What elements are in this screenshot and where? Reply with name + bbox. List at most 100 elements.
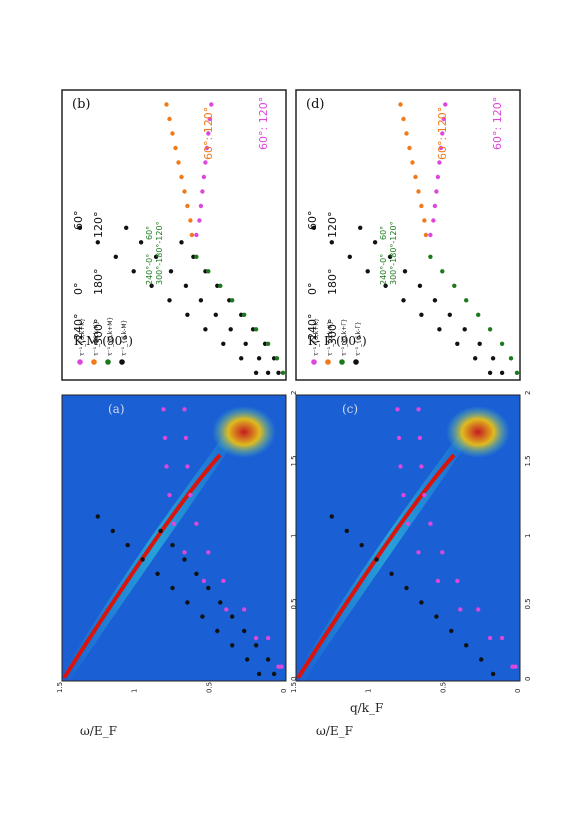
data-point-d-s0-9 bbox=[329, 240, 334, 245]
data-point-b-s0-6 bbox=[149, 283, 154, 288]
data-point-b-s0-8 bbox=[113, 254, 119, 259]
annotation-b-0: 240° bbox=[72, 314, 85, 341]
data-point-d-s4-4 bbox=[476, 312, 481, 317]
panel-b-annotations: 240°0°60°300°180°120°240°-0°60° 300°-180°… bbox=[72, 97, 270, 345]
annotation-b-7: 60° bbox=[145, 226, 154, 240]
data-point-a-s1-6 bbox=[206, 585, 211, 591]
data-point-d-s4-0 bbox=[514, 370, 520, 375]
data-point-a-s2-3 bbox=[201, 578, 207, 584]
data-point-c-s2-4 bbox=[440, 550, 445, 555]
legend-label-d-2: τ⁻¹_{d,k+Γ} bbox=[341, 318, 348, 356]
x-axis-label: q/k_F bbox=[350, 701, 383, 715]
data-point-d-s3-1 bbox=[431, 218, 436, 223]
data-point-d-s0-2 bbox=[455, 341, 460, 346]
data-point-d-s0-1 bbox=[473, 356, 478, 361]
panel-d-title: K- Γ (90°) bbox=[308, 334, 367, 348]
legend-label-b-0: τ⁻¹_{d,k+K} bbox=[79, 318, 86, 356]
x-tick-c-1: 0.5 bbox=[524, 598, 532, 609]
data-point-a-s0-5 bbox=[185, 600, 190, 605]
data-point-d-s2-4 bbox=[413, 174, 418, 180]
panel-c-heatmap-glow bbox=[446, 406, 510, 458]
data-point-d-s1-4 bbox=[447, 312, 452, 317]
data-point-d-s0-5 bbox=[401, 298, 406, 303]
data-point-b-s3-6 bbox=[173, 145, 178, 151]
x-tick-a-0: 0 bbox=[290, 677, 298, 681]
data-point-c-s2-8 bbox=[417, 435, 423, 441]
data-point-b-s4-7 bbox=[206, 131, 211, 136]
data-point-b-s0-9 bbox=[95, 240, 101, 245]
data-point-d-s1-2 bbox=[477, 341, 482, 346]
data-point-c-s0-3 bbox=[449, 628, 454, 634]
legend-marker-b-0 bbox=[77, 359, 83, 365]
data-point-a-s3-0 bbox=[279, 664, 284, 669]
panel-b-frame bbox=[61, 89, 287, 381]
data-point-a-s3-9 bbox=[182, 407, 187, 412]
data-point-d-s3-6 bbox=[438, 145, 444, 151]
y-tick-a-2: 1 bbox=[131, 689, 139, 693]
data-point-d-s0-8 bbox=[347, 254, 352, 259]
data-point-c-s2-7 bbox=[419, 464, 424, 469]
data-point-d-s3-0 bbox=[428, 232, 433, 238]
data-point-a-s2-4 bbox=[182, 550, 187, 555]
data-point-c-s0-1 bbox=[479, 657, 484, 662]
data-point-b-s1-7 bbox=[168, 269, 174, 274]
data-point-a-s1-0 bbox=[271, 671, 277, 677]
data-point-a-s0-3 bbox=[215, 628, 220, 634]
data-point-a-s1-7 bbox=[194, 571, 199, 576]
panel-c-peak-curve bbox=[296, 453, 456, 680]
data-point-b-s4-0 bbox=[194, 232, 199, 238]
annotation-d-2: 60° bbox=[306, 211, 319, 231]
data-point-c-s1-1 bbox=[487, 635, 493, 641]
data-point-b-s3-2 bbox=[185, 203, 190, 209]
data-point-a-s1-10 bbox=[158, 528, 163, 534]
data-point-b-s0-7 bbox=[131, 269, 136, 274]
annotation-b-3: 300° bbox=[92, 319, 105, 346]
annotation-d-8: 300°-180°-120° bbox=[389, 221, 398, 285]
data-point-a-s3-7 bbox=[185, 464, 190, 469]
data-point-b-s4-4 bbox=[201, 174, 207, 180]
data-point-d-s0-0 bbox=[487, 370, 493, 375]
data-point-a-s1-2 bbox=[253, 643, 259, 648]
x-tick-c-4: 2 bbox=[524, 391, 532, 395]
y-tick-a-1: 0.5 bbox=[205, 682, 213, 693]
data-point-a-s2-8 bbox=[162, 435, 168, 441]
annotation-b-6: 240°-0° bbox=[145, 254, 154, 285]
x-tick-a-4: 2 bbox=[290, 391, 298, 395]
data-point-c-s1-6 bbox=[401, 492, 406, 498]
data-point-b-s0-1 bbox=[239, 356, 244, 361]
data-point-d-s3-7 bbox=[440, 131, 445, 136]
data-point-c-s1-9 bbox=[395, 407, 400, 412]
data-point-b-s5-8 bbox=[194, 254, 199, 259]
data-point-d-s4-8 bbox=[428, 254, 433, 259]
y-axis-label-a: ω/E_F bbox=[80, 724, 117, 738]
panel-d-annotations: 240°0°60°300°180°120°240°-0°60° 300°-180°… bbox=[306, 97, 504, 345]
data-point-b-s4-8 bbox=[207, 116, 212, 122]
panel-b-title: K-M (90°) bbox=[74, 334, 133, 348]
data-point-a-s0-8 bbox=[140, 557, 145, 562]
data-point-c-s2-5 bbox=[428, 521, 433, 526]
data-point-d-s2-9 bbox=[398, 102, 403, 107]
panel-a-marks: 0 0.5 1 1.5 2 0 0.5 1 1.5 bbox=[56, 391, 298, 693]
data-point-a-s0-10 bbox=[110, 528, 116, 534]
data-point-b-s3-8 bbox=[167, 116, 172, 122]
y-tick-c-2: 1 bbox=[365, 689, 373, 693]
data-point-d-s4-7 bbox=[440, 269, 445, 274]
y-tick-c-0: 0 bbox=[514, 689, 522, 693]
data-point-c-s0-11 bbox=[329, 514, 334, 519]
data-point-b-s3-9 bbox=[164, 102, 169, 107]
data-point-b-s5-2 bbox=[265, 341, 271, 346]
annotation-d-4: 180° bbox=[326, 269, 339, 296]
legend-marker-d-1 bbox=[325, 359, 331, 365]
panel-b: (b) K-M (90°) τ⁻¹_{d,k+K} τ⁻¹_{d,k-K} τ⁻¹_… bbox=[61, 89, 287, 381]
annotation-b-5: 120° bbox=[92, 212, 105, 239]
data-point-d-s3-5 bbox=[437, 160, 442, 165]
x-tick-a-2: 1 bbox=[290, 534, 298, 538]
legend-label-d-3: τ⁻¹_{d,k-Γ} bbox=[355, 321, 362, 356]
data-point-b-s1-4 bbox=[213, 312, 218, 317]
data-point-d-s4-6 bbox=[452, 283, 457, 288]
legend-label-d-1: τ⁻¹_{d,k-K} bbox=[327, 321, 334, 356]
data-point-c-s0-7 bbox=[389, 571, 394, 576]
data-point-b-s0-10 bbox=[77, 225, 83, 230]
data-point-c-s0-0 bbox=[490, 671, 496, 677]
data-point-a-s2-9 bbox=[161, 407, 166, 412]
